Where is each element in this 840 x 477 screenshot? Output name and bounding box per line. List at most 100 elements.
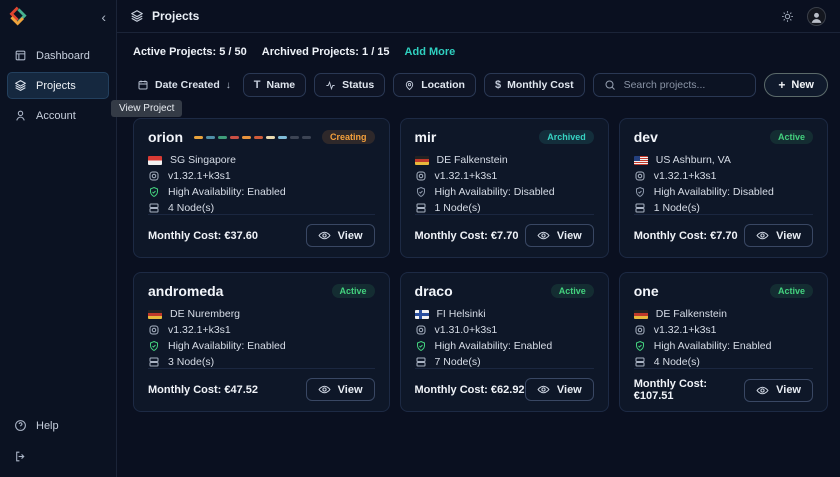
card-header: andromeda Active [148,283,375,299]
view-button-label: View [556,229,582,242]
activity-icon [325,80,336,91]
status-badge: Creating [322,130,375,144]
ha-label: High Availability: Disabled [653,186,774,198]
search-input[interactable] [623,79,746,91]
card-footer: Monthly Cost: €37.60 View [148,214,375,247]
eye-icon [318,383,331,396]
user-icon [14,109,27,122]
sidebar-nav: Dashboard Projects Account [0,42,116,129]
view-button[interactable]: View [744,224,813,247]
filter-name-button[interactable]: T Name [242,73,307,97]
sidebar-collapse-icon[interactable]: ‹ [101,8,106,25]
eye-icon [537,229,550,242]
ha-label: High Availability: Enabled [434,340,553,352]
help-button[interactable]: Help [7,413,109,438]
server-icon [634,356,646,368]
server-icon [148,202,160,214]
location-row: DE Nuremberg [148,308,375,320]
sort-label: Date Created [155,79,220,91]
filter-label: Status [342,79,375,91]
add-more-link[interactable]: Add More [404,46,456,58]
location-label: SG Singapore [170,154,236,166]
progress-segment [302,135,311,139]
view-button[interactable]: View [524,378,594,401]
card-details: FI Helsinki v1.31.0+k3s1 High Availabili… [414,308,594,368]
location-row: DE Falkenstein [633,308,813,320]
version-icon [415,324,427,336]
page-title-group: Projects [130,9,199,23]
page-title: Projects [152,9,200,23]
version-icon [148,170,160,182]
server-icon [148,356,160,368]
monthly-cost-label: Monthly Cost: [414,229,488,242]
sidebar-header: ‹ [0,0,116,33]
view-button[interactable]: View [524,224,594,247]
plus-icon: + [778,78,786,92]
status-badge: Active [331,284,375,298]
server-icon [634,202,646,214]
sidebar-item-dashboard[interactable]: Dashboard [7,42,109,69]
logout-button[interactable] [7,444,109,469]
help-icon [14,419,27,432]
progress-segment [230,135,239,139]
monthly-cost: Monthly Cost: €37.60 [148,230,258,242]
filter-label: Monthly Cost [507,79,574,91]
location-row: US Ashburn, VA [633,154,813,166]
text-icon: T [253,78,261,91]
monthly-cost-label: Monthly Cost: [414,383,488,396]
version-icon [634,324,646,336]
filter-label: Name [266,79,296,91]
sidebar-item-label: Dashboard [36,49,90,62]
sort-direction-arrow-icon: ↓ [225,79,231,91]
card-details: US Ashburn, VA v1.32.1+k3s1 High Availab… [633,154,813,214]
view-button-label: View [556,383,582,396]
location-row: FI Helsinki [414,308,594,320]
version-row: v1.32.1+k3s1 [415,170,594,182]
card-header: orion Creating [148,129,375,145]
filter-monthly-cost-button[interactable]: $ Monthly Cost [483,73,585,97]
card-details: DE Falkenstein v1.32.1+k3s1 High Availab… [633,308,813,368]
active-projects-stat: Active Projects: 5 / 50 [133,46,247,58]
view-button[interactable]: View [305,224,375,247]
filter-label: Location [421,79,465,91]
sort-date-created-button[interactable]: Date Created ↓ [133,74,235,96]
eye-icon [756,384,769,397]
ha-row: High Availability: Disabled [415,186,594,198]
sidebar-item-account[interactable]: Account [7,102,109,129]
monthly-cost-value: €62.92 [490,383,525,396]
theme-toggle-sun-icon[interactable] [781,10,794,23]
card-header: draco Active [415,283,594,299]
monthly-cost: Monthly Cost: €107.51 [634,378,744,402]
view-button[interactable]: View [744,378,813,402]
location-label: US Ashburn, VA [655,154,731,166]
nodes-label: 4 Node(s) [168,202,215,214]
eye-icon [756,229,769,242]
filter-status-button[interactable]: Status [314,73,386,97]
version-icon [415,170,427,182]
project-name: andromeda [148,283,224,299]
progress-segment [206,135,215,139]
card-footer: Monthly Cost: €7.70 View [633,214,813,247]
monthly-cost: Monthly Cost: €7.70 [415,230,519,242]
nodes-label: 7 Node(s) [434,356,481,368]
new-project-button[interactable]: + New [764,73,828,97]
location-row: DE Falkenstein [414,154,594,166]
pin-icon [404,80,415,91]
version-label: v1.32.1+k3s1 [434,170,498,182]
view-button-label: View [776,229,801,242]
sidebar-footer: Help [7,413,109,469]
nodes-row: 4 Node(s) [634,356,813,368]
sidebar-item-projects[interactable]: Projects [7,72,109,99]
layers-icon [130,9,144,23]
view-button[interactable]: View [305,378,375,401]
user-avatar[interactable] [807,6,826,26]
view-button-label: View [776,384,801,396]
monthly-cost-value: €7.70 [490,229,519,242]
top-header: Projects [117,0,840,33]
version-row: v1.32.1+k3s1 [634,324,813,336]
shield-check-icon [415,186,427,198]
project-name: dev [633,129,658,145]
filter-location-button[interactable]: Location [393,73,476,97]
card-header: mir Archived [415,129,594,145]
ha-row: High Availability: Enabled [634,340,813,352]
